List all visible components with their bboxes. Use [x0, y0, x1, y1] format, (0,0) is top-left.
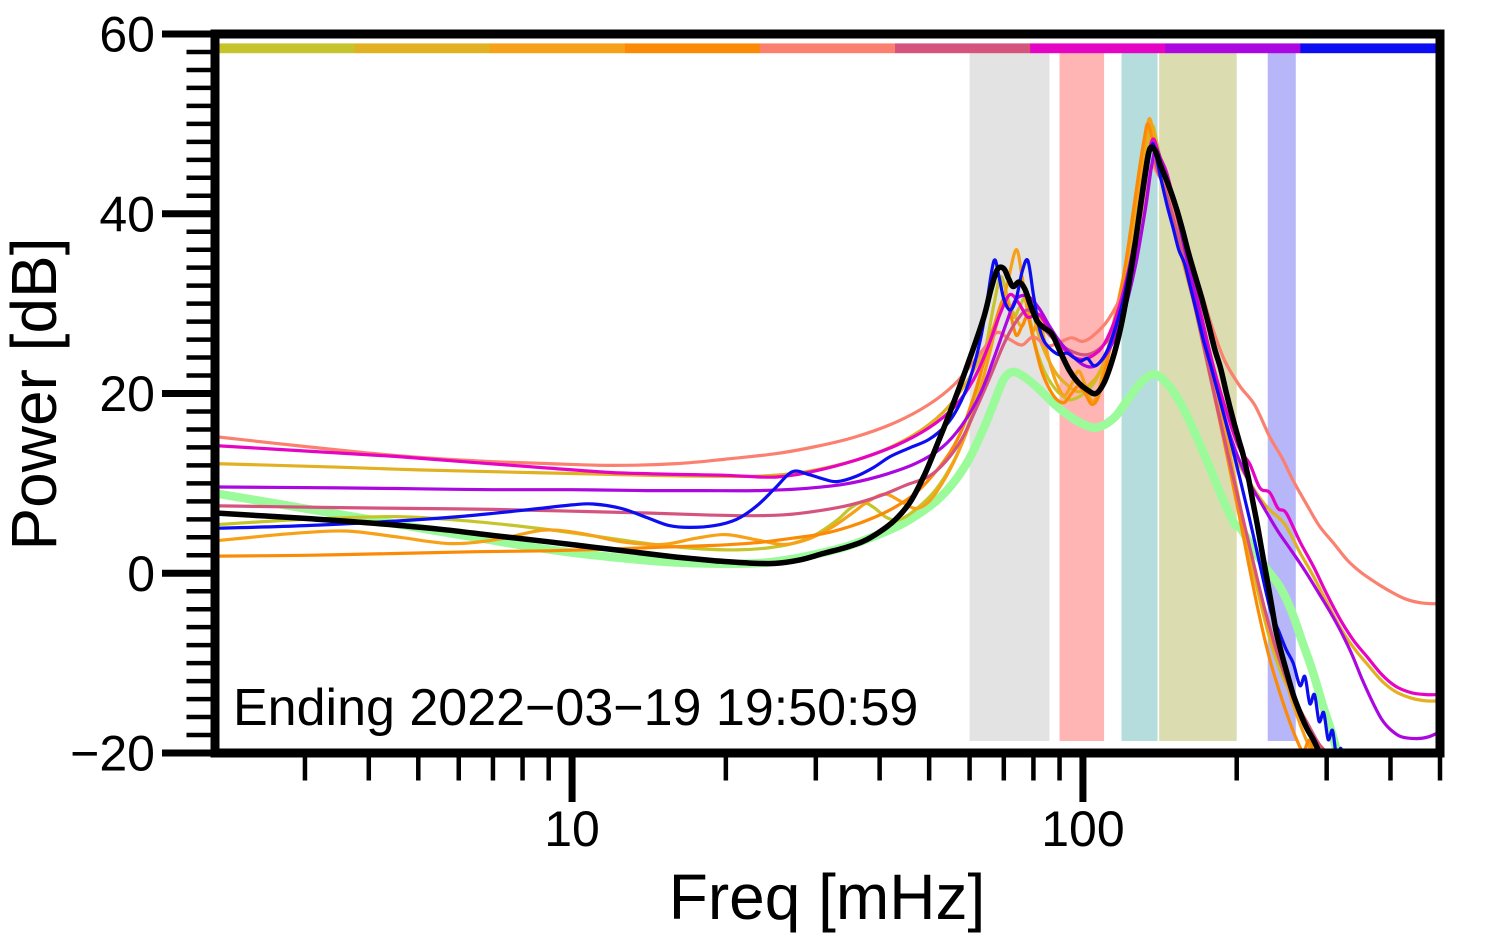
- axes-ticks-layer: 60 40 20 0 −20 10 100: [70, 7, 1443, 857]
- time-segment-strip: [219, 43, 1437, 54]
- y-tick-label: 0: [127, 546, 155, 602]
- strip-segment-2: [354, 43, 491, 54]
- series-segment-6-crimson: [219, 158, 1326, 749]
- strip-segment-1: [219, 43, 356, 54]
- strip-segment-3: [489, 43, 626, 54]
- strip-segment-4: [624, 43, 761, 54]
- series-segment-7-magenta: [219, 137, 1436, 697]
- series-current-black: [219, 144, 1321, 749]
- y-tick-label: 60: [99, 7, 155, 63]
- ending-time-annotation: Ending 2022−03−19 19:50:59: [233, 679, 919, 737]
- x-axis-title: Freq [mHz]: [668, 861, 986, 933]
- y-tick-label: 40: [99, 186, 155, 242]
- strip-segment-6: [895, 43, 1031, 54]
- strip-segment-7: [1030, 43, 1166, 54]
- x-tick-label: 10: [544, 801, 600, 857]
- series-segment-5-salmon: [219, 163, 1436, 606]
- strip-segment-9: [1300, 43, 1437, 54]
- plot-frame: [210, 29, 1445, 758]
- series-segment-2-gold: [219, 131, 1436, 703]
- y-axis-title: Power [dB]: [0, 237, 70, 551]
- y-tick-label: −20: [70, 726, 155, 782]
- strip-segment-8: [1165, 43, 1301, 54]
- x-tick-label: 100: [1041, 801, 1124, 857]
- curves-layer: [219, 116, 1436, 749]
- strip-segment-5: [759, 43, 896, 54]
- y-tick-label: 20: [99, 366, 155, 422]
